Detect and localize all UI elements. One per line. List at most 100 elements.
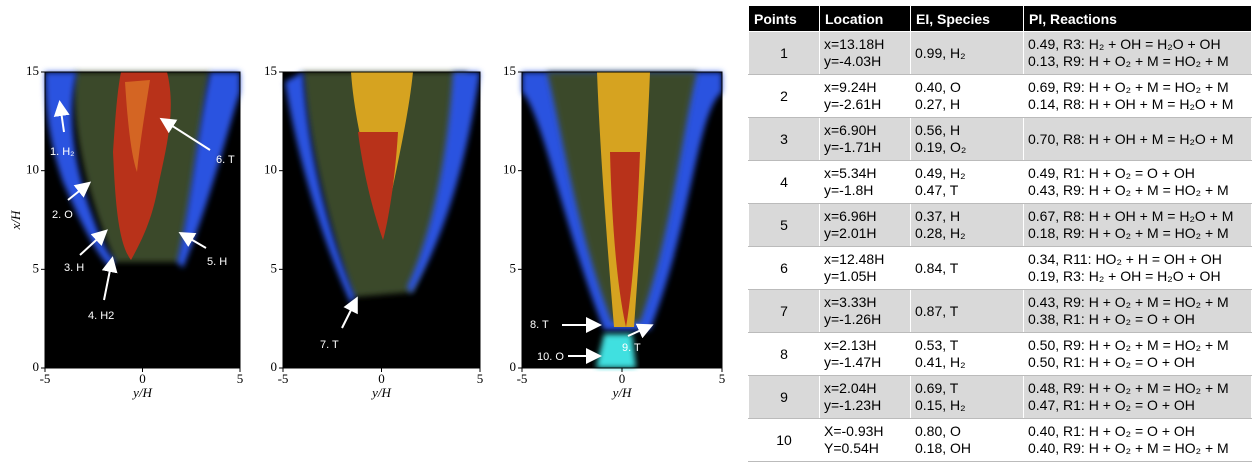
cell-line: 0.50, R1: H + O₂ = O + OH <box>1028 354 1247 371</box>
cell-line: y=-1.8H <box>824 182 906 199</box>
cell-line: x=12.48H <box>824 251 906 268</box>
cell-line: 0.80, O <box>915 423 1019 440</box>
cell-line: y=-1.26H <box>824 311 906 328</box>
cell-line: 0.40, O <box>915 79 1019 96</box>
table-cell: 8 <box>749 333 820 376</box>
x-tick-label: -5 <box>40 371 51 386</box>
y-tick-label: 15 <box>26 63 39 78</box>
annotation: 9. T <box>622 342 641 354</box>
cell-line: X=-0.93H <box>824 423 906 440</box>
annotation: 1. H₂ <box>50 146 74 158</box>
annotation: 7. T <box>320 339 339 351</box>
flame-image <box>45 72 240 368</box>
cell-line: 0.50, R9: H + O₂ + M = HO₂ + M <box>1028 337 1247 354</box>
annotation: 10. O <box>537 351 564 363</box>
table-cell: 4 <box>749 161 820 204</box>
table-cell: 0.99, H₂ <box>911 32 1024 75</box>
header-cell: PI, Reactions <box>1024 6 1252 32</box>
y-tick-label: 10 <box>26 162 39 177</box>
y-tick-label: 10 <box>503 162 516 177</box>
cell-line: 0.14, R8: H + OH + M = H₂O + M <box>1028 96 1247 113</box>
annotation: 8. T <box>530 319 549 331</box>
table-row: 2x=9.24Hy=-2.61H0.40, O0.27, H0.69, R9: … <box>749 75 1252 118</box>
cell-line: x=13.18H <box>824 36 906 53</box>
y-axis-label: x/H <box>8 210 23 230</box>
cell-line: 0.99, H₂ <box>915 45 1019 62</box>
cell-line: 0.40, R9: H + O₂ + M = HO₂ + M <box>1028 440 1247 457</box>
cell-line: 0.84, T <box>915 260 1019 277</box>
table-cell: x=2.13Hy=-1.47H <box>820 333 911 376</box>
table-cell: 0.69, T0.15, H₂ <box>911 376 1024 419</box>
table-cell: 0.87, T <box>911 290 1024 333</box>
cell-line: y=2.01H <box>824 225 906 242</box>
annotation: 3. H <box>64 262 84 274</box>
table-row: 6x=12.48Hy=1.05H0.84, T0.34, R11: HO₂ + … <box>749 247 1252 290</box>
cell-line: 0.49, R1: H + O₂ = O + OH <box>1028 165 1247 182</box>
cell-line: x=6.90H <box>824 122 906 139</box>
x-tick-label: -5 <box>278 371 289 386</box>
cell-line: 0.87, T <box>915 303 1019 320</box>
cell-line: 0.38, R1: H + O₂ = O + OH <box>1028 311 1247 328</box>
cell-line: y=-4.03H <box>824 53 906 70</box>
cell-line: 0.15, H₂ <box>915 397 1019 414</box>
annotation: 2. O <box>52 209 73 221</box>
cell-line: 0.47, T <box>915 182 1019 199</box>
table-cell: 0.43, R9: H + O₂ + M = HO₂ + M0.38, R1: … <box>1024 290 1252 333</box>
x-tick-label: 5 <box>719 371 726 386</box>
cell-line: x=5.34H <box>824 165 906 182</box>
cell-line: 0.37, H <box>915 208 1019 225</box>
x-axis-label: y/H <box>131 385 152 400</box>
cell-line: 0.18, OH <box>915 440 1019 457</box>
x-tick-label: 5 <box>477 371 484 386</box>
x-axis-label: y/H <box>370 385 391 400</box>
table-cell: x=12.48Hy=1.05H <box>820 247 911 290</box>
cell-line: y=1.05H <box>824 268 906 285</box>
cell-line: 0.48, R9: H + O₂ + M = HO₂ + M <box>1028 380 1247 397</box>
flame-image <box>522 72 722 368</box>
table-cell: 0.70, R8: H + OH + M = H₂O + M <box>1024 118 1252 161</box>
cell-line: 0.67, R8: H + OH + M = H₂O + M <box>1028 208 1247 225</box>
cell-line: 0.27, H <box>915 96 1019 113</box>
cell-line: x=2.04H <box>824 380 906 397</box>
cell-line: 0.70, R8: H + OH + M = H₂O + M <box>1028 131 1247 148</box>
table-cell: 5 <box>749 204 820 247</box>
cell-line: x=6.96H <box>824 208 906 225</box>
cell-line: y=-1.47H <box>824 354 906 371</box>
y-tick-label: 5 <box>510 260 517 275</box>
annotation: 6. T <box>216 154 235 166</box>
cell-line: y=-1.71H <box>824 139 906 156</box>
cell-line: x=9.24H <box>824 79 906 96</box>
cell-line: 0.49, H₂ <box>915 165 1019 182</box>
cell-line: 0.19, R3: H₂ + OH = H₂O + OH <box>1028 268 1247 285</box>
table-cell: 1 <box>749 32 820 75</box>
annotation: 4. H2 <box>88 310 114 322</box>
table-cell: 0.84, T <box>911 247 1024 290</box>
cell-line: 0.41, H₂ <box>915 354 1019 371</box>
header-cell: EI, Species <box>911 6 1024 32</box>
y-tick-label: 0 <box>510 359 517 374</box>
y-tick-label: 0 <box>33 359 40 374</box>
page: {"panels": [ {"xlabel": "y/H", "ylabel":… <box>0 0 1252 467</box>
table-cell: 0.49, H₂0.47, T <box>911 161 1024 204</box>
y-tick-label: 15 <box>264 63 277 78</box>
flame-image <box>283 72 480 368</box>
cell-line: 0.40, R1: H + O₂ = O + OH <box>1028 423 1247 440</box>
cell-line: 0.69, T <box>915 380 1019 397</box>
